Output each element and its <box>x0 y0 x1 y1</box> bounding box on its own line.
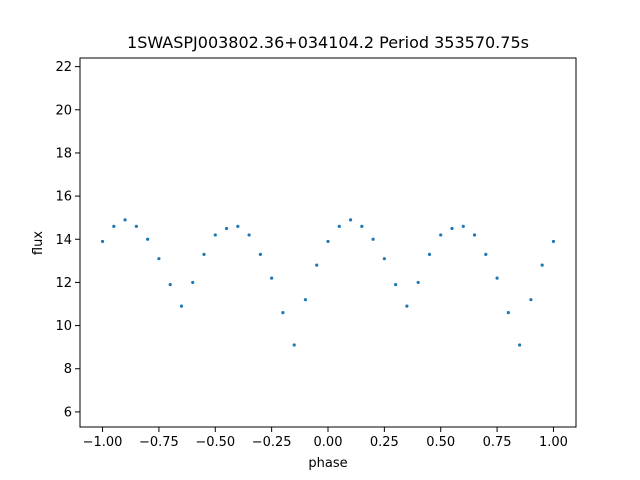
data-point <box>540 263 544 267</box>
x-tick-label: −1.00 <box>83 435 123 450</box>
data-point <box>461 224 465 228</box>
data-point <box>382 257 386 261</box>
x-tick-label: 0.75 <box>483 435 512 450</box>
data-point <box>506 311 510 315</box>
data-point <box>236 224 240 228</box>
y-tick-label: 20 <box>55 103 72 118</box>
x-tick-label: −0.50 <box>195 435 235 450</box>
data-point <box>270 276 274 280</box>
data-point <box>348 218 353 222</box>
x-tick-label: 0.00 <box>314 435 343 450</box>
x-tick-label: 0.50 <box>426 435 455 450</box>
data-point <box>134 224 138 228</box>
data-point <box>303 298 308 302</box>
data-point <box>157 257 161 261</box>
data-point <box>326 239 330 244</box>
data-point <box>100 239 105 244</box>
x-tick-label: 1.00 <box>539 435 568 450</box>
y-axis-title: flux <box>31 231 46 255</box>
x-axis-title: phase <box>308 456 347 471</box>
y-tick-label: 12 <box>55 276 72 291</box>
data-point <box>495 276 499 280</box>
data-point <box>427 252 432 256</box>
data-point <box>529 298 533 302</box>
y-tick-label: 6 <box>64 405 72 420</box>
data-point <box>168 282 172 287</box>
data-point <box>202 252 206 256</box>
data-point <box>179 304 184 308</box>
data-point <box>472 233 477 237</box>
y-tick-label: 18 <box>55 146 72 161</box>
data-point <box>146 237 150 241</box>
data-point <box>337 224 341 228</box>
y-tick-label: 16 <box>55 190 72 205</box>
x-tick-label: −0.75 <box>139 435 179 450</box>
y-tick-label: 22 <box>55 60 72 75</box>
y-tick-label: 10 <box>55 319 72 334</box>
data-point <box>371 237 375 241</box>
data-point <box>191 280 195 285</box>
data-point <box>213 233 217 237</box>
x-axis: −1.00 −0.75 −0.50 −0.25 0.00 0.25 0.50 0.75 1.00 <box>83 427 568 450</box>
x-tick-label: 0.25 <box>370 435 399 450</box>
data-points <box>100 218 556 347</box>
data-point <box>247 233 251 237</box>
x-tick-label: −0.25 <box>252 435 292 450</box>
data-point <box>292 343 296 347</box>
data-point <box>224 226 229 231</box>
data-point <box>258 252 262 256</box>
data-point <box>281 311 285 315</box>
y-axis: 6 8 10 12 14 16 18 20 22 <box>55 60 80 420</box>
data-point <box>315 263 319 267</box>
data-point <box>405 304 409 308</box>
y-tick-label: 8 <box>64 362 72 377</box>
data-point <box>394 282 398 287</box>
chart-title: 1SWASPJ003802.36+034104.2 Period 353570.… <box>127 33 529 52</box>
data-point <box>518 343 522 347</box>
data-point <box>551 239 556 244</box>
data-point <box>484 252 488 256</box>
data-point <box>416 280 420 285</box>
data-point <box>360 224 364 228</box>
data-point <box>439 233 443 237</box>
data-point <box>123 218 127 222</box>
data-point <box>112 224 116 228</box>
data-point <box>450 226 454 231</box>
y-tick-label: 14 <box>55 233 72 248</box>
